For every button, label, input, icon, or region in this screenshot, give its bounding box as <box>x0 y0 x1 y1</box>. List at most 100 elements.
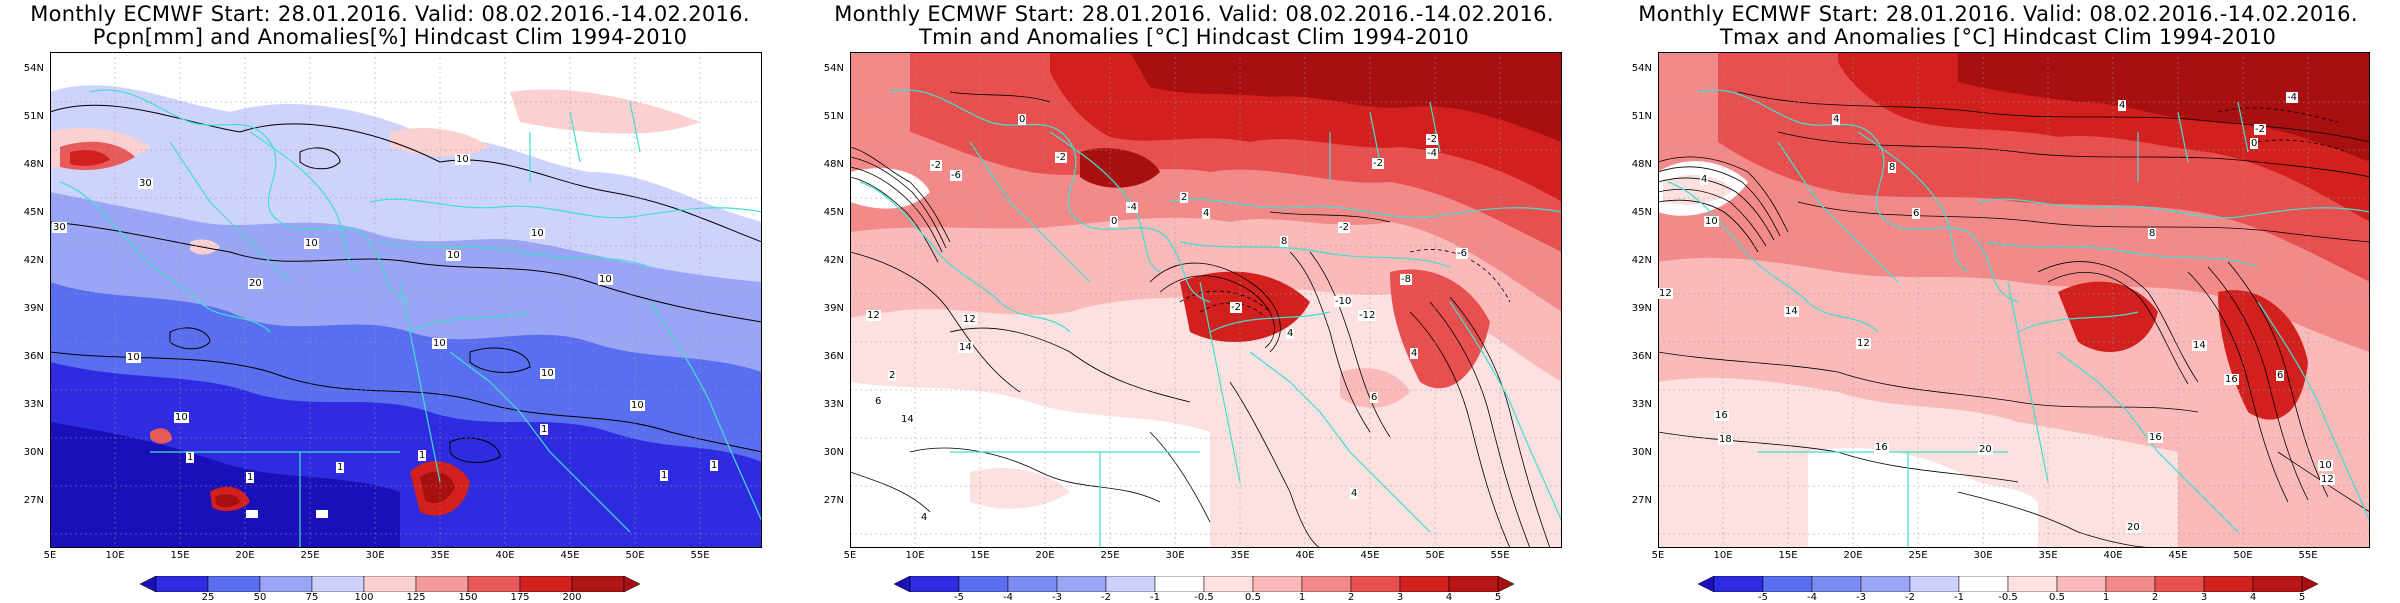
lat-label: 33N <box>1631 399 1652 410</box>
contour-label: 14 <box>2192 340 2207 351</box>
lat-label: 54N <box>823 63 844 74</box>
lon-label: 25E <box>1908 550 1928 561</box>
colorbar-label: 5 <box>1494 592 1502 603</box>
contour-label: 16 <box>2148 432 2163 443</box>
lon-label: 35E <box>1230 550 1250 561</box>
colorbar-label: 1 <box>1298 592 1306 603</box>
contour-label: -2 <box>1338 222 1350 233</box>
lon-label: 30E <box>365 550 385 561</box>
lat-label: 48N <box>23 159 44 170</box>
colorbar-label: 125 <box>406 592 426 603</box>
contour-label: 1 <box>540 424 549 435</box>
colorbar-label: 75 <box>305 592 319 603</box>
lat-label: 42N <box>23 255 44 266</box>
contour-label: 12 <box>866 310 881 321</box>
contour-label: 6 <box>1912 208 1921 219</box>
lat-label: 48N <box>823 159 844 170</box>
lat-label: 54N <box>23 63 44 74</box>
lon-label: 50E <box>625 550 645 561</box>
lon-label: 55E <box>2298 550 2318 561</box>
lat-label: 51N <box>823 111 844 122</box>
contour-label: -4 <box>1126 202 1138 213</box>
lat-label: 27N <box>1631 495 1652 506</box>
lon-label: 45E <box>2168 550 2188 561</box>
contour-label: 2 <box>1180 192 1189 203</box>
contour-label: 8 <box>2148 228 2157 239</box>
precip-panel: Monthly ECMWF Start: 28.01.2016. Valid: … <box>0 0 780 603</box>
lat-label: 51N <box>23 111 44 122</box>
lon-label: 35E <box>2038 550 2058 561</box>
colorbar-label: 25 <box>201 592 215 603</box>
contour-label: 0 <box>2250 138 2259 149</box>
colorbar-label: 4 <box>1445 592 1453 603</box>
contour-label: 20 <box>1978 444 1993 455</box>
colorbar-label: 5 <box>2298 592 2306 603</box>
colorbar-label: 4 <box>2249 592 2257 603</box>
lat-label: 36N <box>23 351 44 362</box>
colorbar-label: 3 <box>2200 592 2208 603</box>
contour-label: 6 <box>1370 392 1379 403</box>
contour-label: 4 <box>1700 174 1709 185</box>
colorbar-label: 3 <box>1396 592 1404 603</box>
colorbar-label: -1 <box>1954 592 1964 603</box>
lat-label: 30N <box>823 447 844 458</box>
colorbar-label: -5 <box>954 592 964 603</box>
lon-label: 40E <box>2103 550 2123 561</box>
contour-label: 4 <box>1410 348 1419 359</box>
colorbar-label: -2 <box>1905 592 1915 603</box>
contour-label: 10 <box>530 228 545 239</box>
lon-label: 50E <box>1425 550 1445 561</box>
contour-label: 4 <box>1350 488 1359 499</box>
contour-label: 10 <box>174 412 189 423</box>
lon-label: 35E <box>430 550 450 561</box>
lat-label: 45N <box>823 207 844 218</box>
lat-label: 54N <box>1631 63 1652 74</box>
contour-label: 12 <box>1856 338 1871 349</box>
colorbar-label: -2 <box>1101 592 1111 603</box>
contour-label: 1 <box>710 460 719 471</box>
tmin-colorbar <box>894 576 1514 592</box>
tmax-map-svg <box>1658 52 2370 548</box>
contour-label: 10 <box>126 352 141 363</box>
colorbar-label: -3 <box>1052 592 1062 603</box>
lat-label: 45N <box>1631 207 1652 218</box>
contour-label: 12 <box>1658 288 1673 299</box>
contour-label: 4 <box>1832 114 1841 125</box>
lon-label: 40E <box>1295 550 1315 561</box>
contour-label: -2 <box>1426 134 1438 145</box>
contour-label: 18 <box>1718 434 1733 445</box>
lon-label: 30E <box>1165 550 1185 561</box>
colorbar-label: -3 <box>1856 592 1866 603</box>
contour-label: 20 <box>2126 522 2141 533</box>
tmax-colorbar <box>1698 576 2318 592</box>
lat-label: 30N <box>1631 447 1652 458</box>
lon-label: 40E <box>495 550 515 561</box>
lon-label: 15E <box>970 550 990 561</box>
contour-label: 1 <box>660 470 669 481</box>
lon-label: 30E <box>1973 550 1993 561</box>
lon-label: 20E <box>1843 550 1863 561</box>
tmax-map: 4 -4 -2 0 4 8 6 10 4 8 12 14 16 12 18 16… <box>1658 52 2370 548</box>
contour-label: 6 <box>2276 370 2285 381</box>
lon-label: 15E <box>170 550 190 561</box>
colorbar-label: -0.5 <box>1194 592 1214 603</box>
contour-label: -2 <box>1055 152 1067 163</box>
contour-label: -4 <box>2286 92 2298 103</box>
lon-label: 55E <box>1490 550 1510 561</box>
lon-label: 15E <box>1778 550 1798 561</box>
contour-label: 30 <box>138 178 153 189</box>
contour-label: 16 <box>1874 442 1889 453</box>
contour-label: 10 <box>540 368 555 379</box>
colorbar-label: 100 <box>354 592 374 603</box>
contour-label: 10 <box>2318 460 2333 471</box>
contour-label: 10 <box>446 250 461 261</box>
contour-label: 12 <box>2320 474 2335 485</box>
lat-label: 39N <box>823 303 844 314</box>
contour-label: 8 <box>1280 236 1289 247</box>
contour-label: 10 <box>432 338 447 349</box>
colorbar-label: -1 <box>1150 592 1160 603</box>
lat-label: 36N <box>1631 351 1652 362</box>
contour-label: -2 <box>1372 158 1384 169</box>
contour-label: -12 <box>1358 310 1377 321</box>
contour-label: -8 <box>1400 274 1412 285</box>
